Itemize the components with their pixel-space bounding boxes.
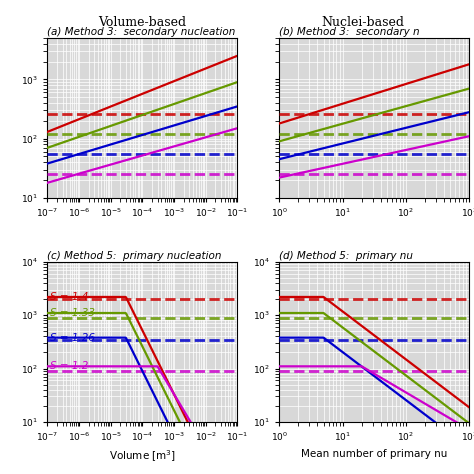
Text: S = 1.2: S = 1.2 [50,361,88,371]
Text: (b) Method 3:  secondary n: (b) Method 3: secondary n [279,27,420,37]
Text: S = 1.4: S = 1.4 [50,292,88,302]
Text: Volume-based: Volume-based [98,16,186,29]
X-axis label: Volume [m$^3$]: Volume [m$^3$] [109,449,176,465]
Text: S = 1.26: S = 1.26 [50,333,95,343]
X-axis label: Mean number of primary nu: Mean number of primary nu [301,449,447,459]
Text: (c) Method 5:  primary nucleation: (c) Method 5: primary nucleation [47,251,222,261]
Text: S = 1.33: S = 1.33 [50,308,95,318]
Text: Nuclei-based: Nuclei-based [321,16,404,29]
Text: (a) Method 3:  secondary nucleation: (a) Method 3: secondary nucleation [47,27,236,37]
Text: (d) Method 5:  primary nu: (d) Method 5: primary nu [279,251,413,261]
